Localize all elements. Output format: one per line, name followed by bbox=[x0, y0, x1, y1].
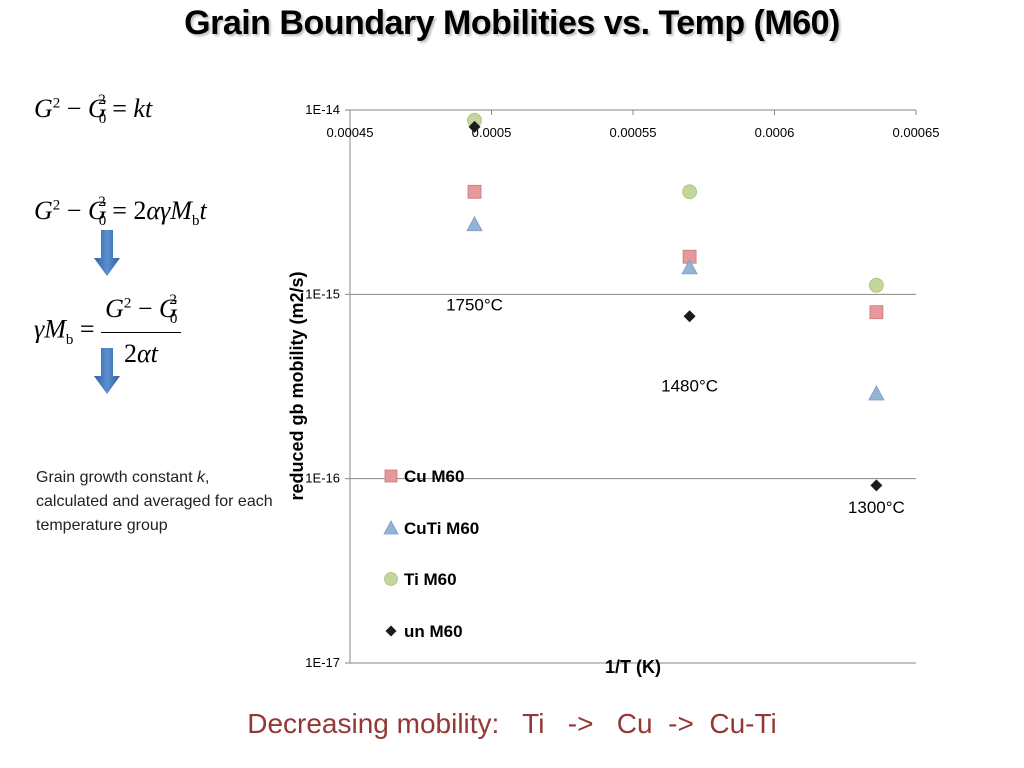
data-point-cu-m60 bbox=[869, 305, 884, 320]
temperature-annotation: 1480°C bbox=[661, 377, 718, 396]
note-text-pre: Grain growth constant bbox=[36, 469, 197, 486]
data-point-un-m60 bbox=[683, 310, 696, 323]
y-tick-label: 1E-17 bbox=[305, 655, 340, 670]
down-arrow-icon bbox=[94, 348, 120, 394]
x-axis-title: 1/T (K) bbox=[605, 657, 661, 677]
slide-title: Grain Boundary Mobilities vs. Temp (M60) bbox=[184, 4, 840, 42]
data-point-un-m60 bbox=[870, 479, 883, 492]
legend-marker bbox=[385, 625, 397, 637]
x-tick-label: 0.00045 bbox=[327, 125, 374, 140]
grain-growth-note: Grain growth constant k, calculated and … bbox=[36, 466, 276, 538]
legend-label: CuTi M60 bbox=[404, 519, 479, 538]
legend-label: un M60 bbox=[404, 622, 463, 641]
down-arrow-icon bbox=[94, 230, 120, 276]
temperature-annotation: 1750°C bbox=[446, 296, 503, 315]
legend-label: Ti M60 bbox=[404, 570, 457, 589]
data-point-ti-m60 bbox=[868, 277, 884, 293]
equation-growth-law: G2 − G02 = kt bbox=[34, 92, 153, 128]
legend-marker bbox=[383, 520, 399, 535]
legend-label: Cu M60 bbox=[404, 467, 464, 486]
data-point-cuti-m60 bbox=[868, 385, 885, 401]
x-tick-label: 0.0005 bbox=[472, 125, 512, 140]
x-tick-label: 0.00055 bbox=[610, 125, 657, 140]
note-text-post: , calculated and averaged for each tempe… bbox=[36, 469, 273, 534]
data-point-cuti-m60 bbox=[466, 215, 483, 232]
legend-marker bbox=[384, 572, 398, 586]
y-axis-title: reduced gb mobility (m2/s) bbox=[287, 271, 307, 500]
y-tick-label: 1E-14 bbox=[305, 102, 340, 117]
y-tick-label: 1E-16 bbox=[305, 471, 340, 486]
legend-marker bbox=[384, 469, 398, 483]
y-tick-label: 1E-15 bbox=[305, 286, 340, 301]
data-point-cuti-m60 bbox=[681, 259, 698, 275]
conclusion-text: Decreasing mobility: Ti -> Cu -> Cu-Ti bbox=[247, 708, 777, 739]
data-point-ti-m60 bbox=[682, 184, 697, 200]
equation-mobility-law: G2 − G02 = 2αγMbt bbox=[34, 194, 207, 230]
note-k-symbol: k bbox=[196, 469, 205, 486]
equation-mobility-solved: γMb = G2 − G02 2αt bbox=[34, 292, 181, 369]
x-tick-label: 0.0006 bbox=[755, 125, 795, 140]
temperature-annotation: 1300°C bbox=[848, 498, 905, 517]
data-point-cu-m60 bbox=[467, 184, 482, 199]
data-point-un-m60 bbox=[468, 120, 481, 133]
x-tick-label: 0.00065 bbox=[893, 125, 940, 140]
